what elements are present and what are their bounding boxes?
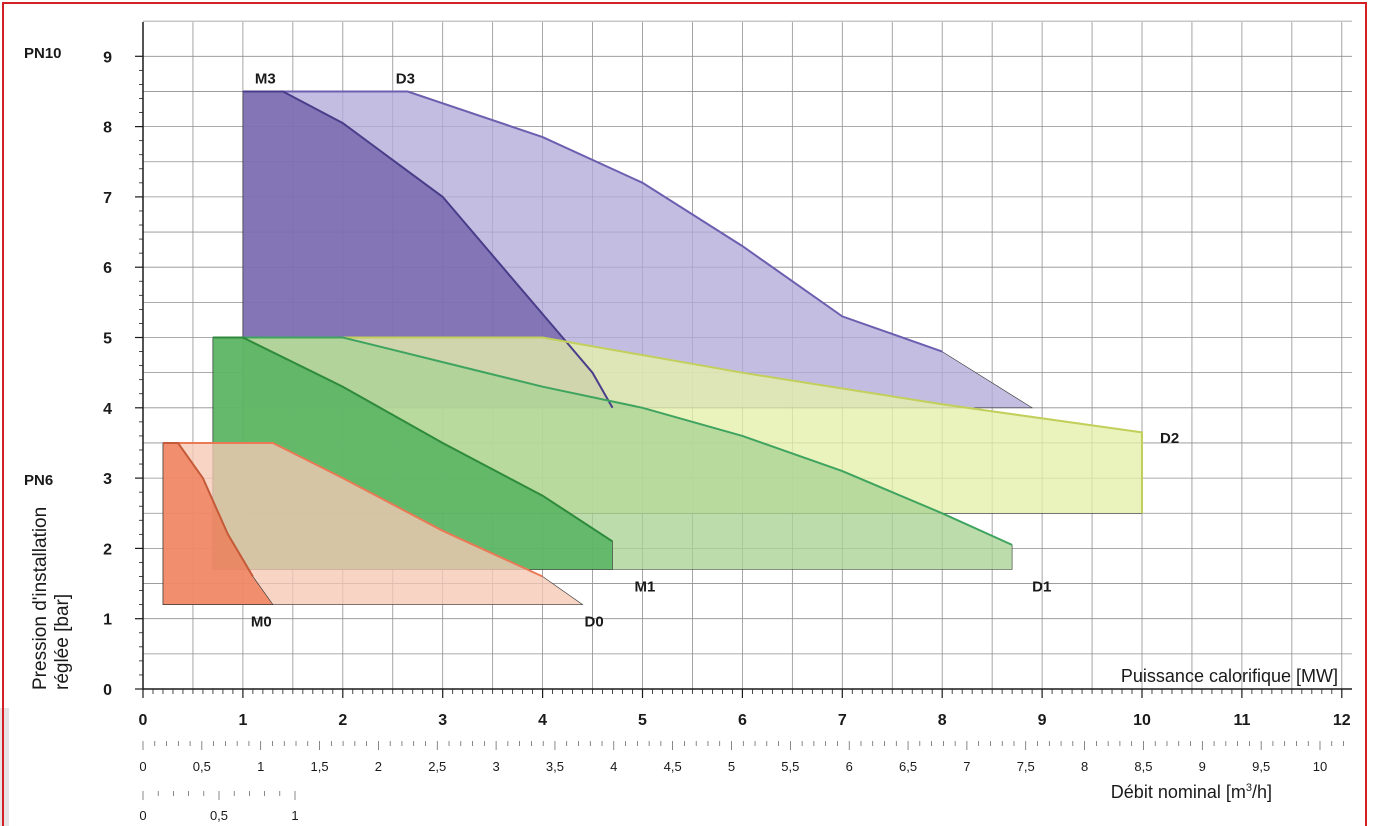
- y-axis-title: Pression d'installation réglée [bar]: [30, 507, 73, 690]
- series-curve-m1: [212, 336, 614, 543]
- flow-tick-label: 2: [375, 759, 382, 774]
- x-tick-label: 3: [438, 712, 447, 729]
- flow-tick-label: 1: [257, 759, 264, 774]
- x-tick-label: 0: [139, 712, 148, 729]
- series-label-d0: D0: [585, 614, 604, 631]
- series-curve-d1: [212, 336, 1013, 546]
- series-label-m3: M3: [255, 70, 276, 87]
- series-label-d1: D1: [1032, 578, 1051, 595]
- series-label-m0: M0: [251, 614, 272, 631]
- series-layer: [162, 90, 1143, 605]
- y-tick-label: 8: [103, 120, 112, 137]
- flow-tick-label: 6,5: [899, 759, 917, 774]
- flow-tick-label: 10: [1313, 759, 1327, 774]
- x-tick-label: 4: [538, 712, 547, 729]
- flow-tick-label: 9,5: [1252, 759, 1270, 774]
- flow-tick-label: 8: [1081, 759, 1088, 774]
- flow-tick-label: 7: [963, 759, 970, 774]
- flow-axis-title: Débit nominal [m3/h]: [1111, 782, 1272, 802]
- y-tick-label: 2: [103, 541, 112, 558]
- flow-tick-label: 5,5: [781, 759, 799, 774]
- flow-tick-label: 5: [728, 759, 735, 774]
- x-tick-label: 1: [238, 712, 247, 729]
- flow-tick-label: 4: [610, 759, 617, 774]
- x-tick-label: 10: [1133, 712, 1151, 729]
- x-tick-label: 12: [1333, 712, 1351, 729]
- flow-tick-label: 3: [492, 759, 499, 774]
- flow-tick-label: 2,5: [428, 759, 446, 774]
- pn10-label: PN10: [24, 45, 62, 62]
- y-tick-label: 5: [103, 331, 112, 348]
- flow-tick-label: 8,5: [1134, 759, 1152, 774]
- flow-axis-title-main: Débit nominal [m: [1111, 782, 1246, 802]
- x-tick-label: 9: [1038, 712, 1047, 729]
- x-axis-title: Puissance calorifique [MW]: [1121, 666, 1338, 686]
- y-tick-label: 0: [103, 682, 112, 699]
- flow-2-tick-label: 1: [291, 808, 298, 823]
- series-label-d3: D3: [396, 70, 415, 87]
- series-curve-d0: [163, 442, 544, 578]
- y-axis-title-line2: réglée [bar]: [52, 594, 73, 690]
- series-curve-d2: [242, 336, 1143, 514]
- y-tick-label: 1: [103, 612, 112, 629]
- y-axis-title-line1: Pression d'installation: [30, 507, 51, 690]
- series-label-m1: M1: [635, 578, 656, 595]
- y-tick-label: 4: [103, 401, 112, 418]
- flow-tick-label: 0: [139, 759, 146, 774]
- flow-2-tick-label: 0,5: [210, 808, 228, 823]
- x-tick-label: 2: [338, 712, 347, 729]
- flow-tick-label: 4,5: [664, 759, 682, 774]
- x-tick-label: 6: [738, 712, 747, 729]
- series-curve-d3: [242, 90, 943, 353]
- y-tick-label: 9: [103, 49, 112, 66]
- series-curve-m0: [163, 442, 254, 578]
- y-tick-label: 7: [103, 190, 112, 207]
- flow-axis-title-end: /h]: [1252, 782, 1272, 802]
- pn6-label: PN6: [24, 472, 53, 489]
- flow-tick-label: 9: [1199, 759, 1206, 774]
- y-tick-label: 6: [103, 260, 112, 277]
- x-tick-label: 11: [1233, 712, 1250, 729]
- flow-tick-label: 0,5: [193, 759, 211, 774]
- series-curve-m3: [242, 90, 614, 409]
- left-gray-bar: [0, 708, 9, 826]
- flow-tick-label: 3,5: [546, 759, 564, 774]
- x-tick-label: 5: [638, 712, 647, 729]
- series-label-d2: D2: [1160, 430, 1179, 447]
- flow-tick-label: 6: [846, 759, 853, 774]
- x-tick-label: 7: [838, 712, 847, 729]
- x-tick-label: 8: [938, 712, 947, 729]
- y-tick-label: 3: [103, 471, 112, 488]
- flow-2-tick-label: 0: [139, 808, 146, 823]
- flow-axis-title-sup: 3: [1246, 782, 1252, 794]
- flow-tick-label: 7,5: [1017, 759, 1035, 774]
- series-labels: D3 M3 D2 D1 M1 D0 M0: [251, 70, 1179, 630]
- flow-tick-label: 1,5: [311, 759, 329, 774]
